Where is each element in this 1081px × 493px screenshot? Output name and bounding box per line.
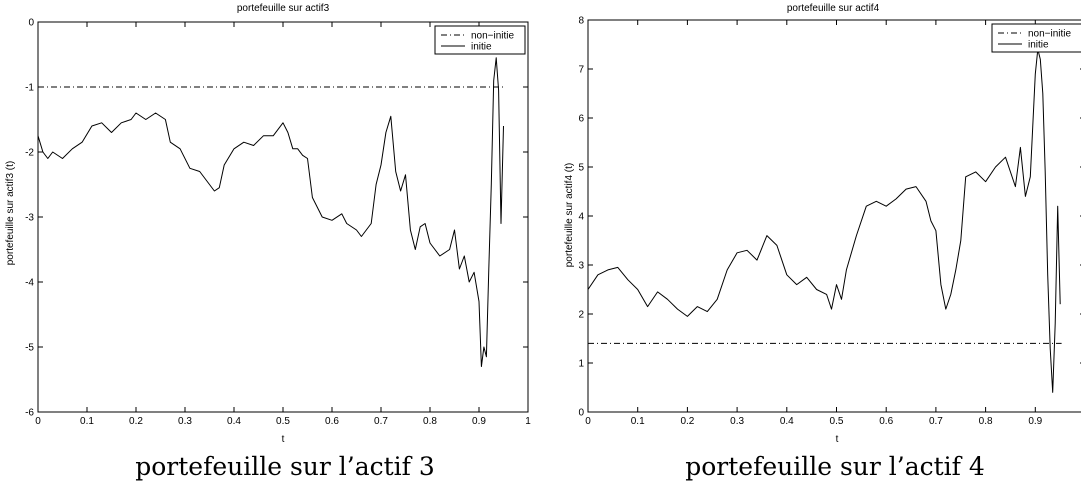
figure-caption-actif4: portefeuille sur l’actif 4 — [685, 452, 985, 481]
x-tick-label: 0.6 — [879, 416, 893, 427]
y-tick-label: 2 — [578, 310, 584, 321]
x-tick-label: 0.5 — [830, 416, 844, 427]
x-tick-label: 0.5 — [276, 416, 290, 427]
x-tick-label: 0.7 — [929, 416, 943, 427]
x-tick-label: 0.9 — [472, 416, 486, 427]
y-axis-label: portefeuille sur actif3 (t) — [5, 161, 16, 266]
x-tick-label: 0.4 — [780, 416, 794, 427]
x-tick-label: 0.8 — [423, 416, 437, 427]
legend-label: initie — [471, 42, 492, 53]
x-tick-label: 1 — [525, 416, 531, 427]
x-tick-label: 0.6 — [325, 416, 339, 427]
x-tick-label: 0.3 — [178, 416, 192, 427]
figure-caption-actif3: portefeuille sur l’actif 3 — [135, 452, 435, 481]
y-tick-label: 8 — [578, 16, 584, 27]
y-axis-label: portefeuille sur actif4 (t) — [564, 163, 575, 268]
x-tick-label: 0.1 — [80, 416, 94, 427]
x-tick-label: 0.4 — [227, 416, 241, 427]
x-tick-label: 0.7 — [374, 416, 388, 427]
x-tick-label: 0.1 — [631, 416, 645, 427]
y-tick-label: 1 — [578, 359, 584, 370]
plot-frame — [587, 19, 1081, 413]
legend-label: initie — [1028, 40, 1049, 51]
y-tick-label: 7 — [578, 65, 584, 76]
y-tick-label: 0 — [28, 18, 34, 29]
y-tick-label: -5 — [25, 343, 34, 354]
series-line-initie — [587, 48, 1061, 393]
y-tick-label: -1 — [25, 83, 34, 94]
x-tick-label: 0.2 — [680, 416, 694, 427]
chart-actif3: portefeuille sur actif3 portefeuille sur… — [5, 3, 531, 445]
legend-box — [991, 23, 1081, 53]
chart-actif4: portefeuille sur actif4 portefeuille sur… — [564, 3, 1081, 445]
x-axis-label: t — [282, 434, 285, 445]
x-axis-label: t — [836, 434, 839, 445]
y-tick-label: -3 — [25, 213, 34, 224]
legend-label: non−initie — [1028, 29, 1072, 40]
y-tick-label: -2 — [25, 148, 34, 159]
y-tick-label: 0 — [578, 408, 584, 419]
chart-title: portefeuille sur actif3 — [237, 3, 330, 14]
x-tick-label: 0.2 — [129, 416, 143, 427]
x-tick-label: 0 — [585, 416, 591, 427]
y-tick-label: 3 — [578, 261, 584, 272]
plot-frame — [37, 21, 529, 413]
chart-title: portefeuille sur actif4 — [787, 3, 880, 14]
y-tick-label: -4 — [25, 278, 34, 289]
legend-label: non−initie — [471, 31, 515, 42]
x-tick-label: 0.9 — [1028, 416, 1042, 427]
series-line-initie — [37, 57, 504, 367]
y-tick-label: 4 — [578, 212, 584, 223]
x-tick-label: 0.8 — [979, 416, 993, 427]
y-tick-label: 6 — [578, 114, 584, 125]
legend-box — [434, 25, 526, 55]
y-tick-label: 5 — [578, 163, 584, 174]
y-tick-label: -6 — [25, 408, 34, 419]
x-tick-label: 0 — [35, 416, 41, 427]
x-tick-label: 0.3 — [730, 416, 744, 427]
